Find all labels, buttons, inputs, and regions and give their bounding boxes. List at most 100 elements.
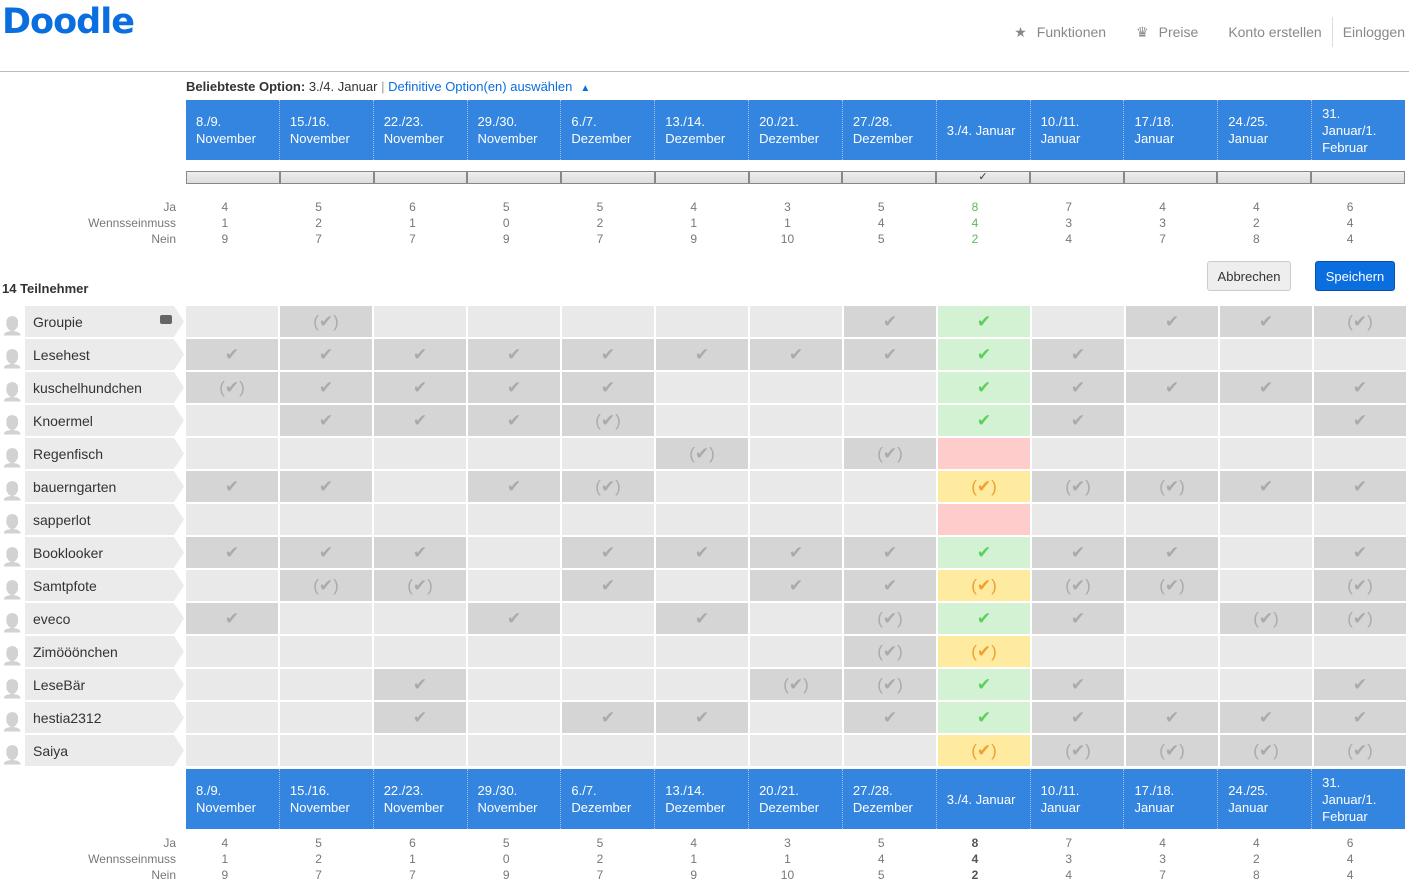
participant-name-cell[interactable]: 👤 Zimööönchen xyxy=(0,636,184,667)
final-option-checkbox[interactable] xyxy=(279,171,374,184)
ifneedbe-label: Wennsseinmuss xyxy=(88,216,176,230)
vote-cell-ifneedbe: (✔) xyxy=(1032,735,1124,766)
check-icon: ✔ xyxy=(600,575,616,595)
vote-cell-ifneedbe: (✔) xyxy=(1032,471,1124,502)
count-ifneedbe: 1 xyxy=(221,216,229,230)
ifneedbe-check-icon: (✔) xyxy=(1159,476,1185,496)
doodle-logo[interactable]: Doodle xyxy=(2,2,135,42)
participant-name-cell[interactable]: 👤 Regenfisch xyxy=(0,438,184,469)
nav-features-label[interactable]: Funktionen xyxy=(1036,24,1107,40)
final-option-checkbox[interactable] xyxy=(1311,171,1405,184)
collapse-triangle-icon[interactable]: ▲ xyxy=(580,83,591,94)
vote-cell-no xyxy=(186,306,278,337)
count-yes: 5 xyxy=(502,836,510,850)
participant-name-cell[interactable]: 👤 Lesehest xyxy=(0,339,184,370)
participant-name: Groupie xyxy=(33,313,83,330)
vote-cell-no xyxy=(562,603,654,634)
participant-name-cell[interactable]: 👤 eveco xyxy=(0,603,184,634)
check-icon: ✔ xyxy=(600,377,616,397)
check-icon: ✔ xyxy=(412,344,428,364)
vote-cell-ifneedbe: (✔) xyxy=(1126,570,1218,601)
option-counts: 5 2 7 xyxy=(561,835,655,883)
count-ifneedbe: 4 xyxy=(877,852,885,866)
vote-cell-ifneedbe: (✔) xyxy=(938,570,1030,601)
avatar-icon: 👤 xyxy=(0,735,25,766)
nav-login[interactable]: Einloggen xyxy=(1343,24,1405,40)
select-final-option-link[interactable]: Definitive Option(en) auswählen xyxy=(388,79,573,94)
participant-name-cell[interactable]: 👤 LeseBär xyxy=(0,669,184,700)
vote-cell-no xyxy=(280,603,372,634)
count-no: 7 xyxy=(315,868,322,882)
final-option-checkbox[interactable] xyxy=(467,171,562,184)
vote-cell-no xyxy=(1220,537,1312,568)
participant-name-cell[interactable]: 👤 Samtpfote xyxy=(0,570,184,601)
final-option-checkbox[interactable] xyxy=(842,171,937,184)
vote-cell-ifneedbe: (✔) xyxy=(280,306,372,337)
vote-cell-yes: ✔ xyxy=(844,339,936,370)
participant-row: 👤 eveco ✔ ✔ ✔ (✔) ✔ ✔ (✔) (✔) xyxy=(0,603,1408,636)
option-counts: 8 4 2 xyxy=(936,199,1030,247)
vote-cell-ifneedbe: (✔) xyxy=(1314,603,1406,634)
vote-cell-ifneedbe: (✔) xyxy=(844,669,936,700)
count-no: 4 xyxy=(1065,868,1073,882)
nav-signup[interactable]: Konto erstellen xyxy=(1228,24,1321,40)
cancel-button[interactable]: Abbrechen xyxy=(1207,261,1291,291)
final-option-checkbox[interactable] xyxy=(1217,171,1312,184)
checkbox-cell xyxy=(467,171,562,184)
final-option-checkbox[interactable] xyxy=(748,171,843,184)
vote-cell-yes: ✔ xyxy=(656,339,748,370)
final-option-checkbox[interactable] xyxy=(373,171,468,184)
yes-label: Ja xyxy=(163,836,176,850)
vote-cell-no xyxy=(562,636,654,667)
check-icon: ✔ xyxy=(882,575,898,595)
vote-cell-yes: ✔ xyxy=(186,537,278,568)
nav-features[interactable]: ★ Funktionen xyxy=(1014,24,1106,41)
vote-cell-yes: ✔ xyxy=(656,603,748,634)
count-no: 5 xyxy=(877,232,885,246)
count-labels-top: Ja Wennsseinmuss Nein xyxy=(0,199,176,247)
vote-cell-yes: ✔ xyxy=(844,702,936,733)
nav-pricing[interactable]: ♛ Preise xyxy=(1136,24,1198,41)
participant-name: Regenfisch xyxy=(33,445,104,462)
nav-login-label[interactable]: Einloggen xyxy=(1342,24,1405,40)
vote-cell-no xyxy=(656,306,748,337)
final-option-checkbox[interactable] xyxy=(1123,171,1218,184)
final-option-checkbox[interactable]: ✓ xyxy=(936,171,1030,184)
participant-name-cell[interactable]: 👤 Knoermel xyxy=(0,405,184,436)
ifneedbe-check-icon: (✔) xyxy=(1347,575,1373,595)
participant-name-cell[interactable]: 👤 bauerngarten xyxy=(0,471,184,502)
vote-cell-yes: ✔ xyxy=(938,603,1030,634)
count-yes: 5 xyxy=(877,200,885,214)
comment-icon[interactable] xyxy=(160,315,172,324)
avatar-icon: 👤 xyxy=(0,372,25,403)
option-counts: 4 2 8 xyxy=(1217,835,1311,883)
vote-cell-yes: ✔ xyxy=(1314,372,1406,403)
vote-cell-no xyxy=(1126,339,1218,370)
final-option-checkbox[interactable] xyxy=(1029,171,1124,184)
nav-pricing-label[interactable]: Preise xyxy=(1158,24,1199,40)
vote-cell-yes: ✔ xyxy=(1032,339,1124,370)
count-yes: 5 xyxy=(315,200,322,214)
participant-name-cell[interactable]: 👤 kuschelhundchen xyxy=(0,372,184,403)
option-counts: 8 4 2 xyxy=(936,835,1030,883)
participant-name-cell[interactable]: 👤 Saiya xyxy=(0,735,184,766)
check-icon: ✔ xyxy=(976,344,992,364)
final-option-checkbox[interactable] xyxy=(561,171,655,184)
participant-name-cell[interactable]: 👤 hestia2312 xyxy=(0,702,184,733)
participant-name-cell[interactable]: 👤 Booklooker xyxy=(0,537,184,568)
final-option-checkbox[interactable] xyxy=(186,171,280,184)
ifneedbe-check-icon: (✔) xyxy=(407,575,433,595)
nav-signup-label[interactable]: Konto erstellen xyxy=(1228,24,1322,40)
final-option-checkbox[interactable] xyxy=(654,171,749,184)
ifneedbe-check-icon: (✔) xyxy=(877,443,903,463)
count-no: 7 xyxy=(1159,232,1166,246)
save-button[interactable]: Speichern xyxy=(1315,261,1395,291)
check-icon: ✔ xyxy=(318,410,334,430)
vote-cell-yes: ✔ xyxy=(938,339,1030,370)
vote-cell-no xyxy=(280,735,372,766)
participant-name-cell[interactable]: 👤 Groupie xyxy=(0,306,184,337)
option-header: 15./16. November xyxy=(278,769,373,829)
vote-cell-no xyxy=(750,702,842,733)
participant-name-cell[interactable]: 👤 sapperlot xyxy=(0,504,184,535)
participant-row: 👤 hestia2312 ✔ ✔ ✔ ✔ ✔ ✔ ✔ ✔ ✔ xyxy=(0,702,1408,735)
